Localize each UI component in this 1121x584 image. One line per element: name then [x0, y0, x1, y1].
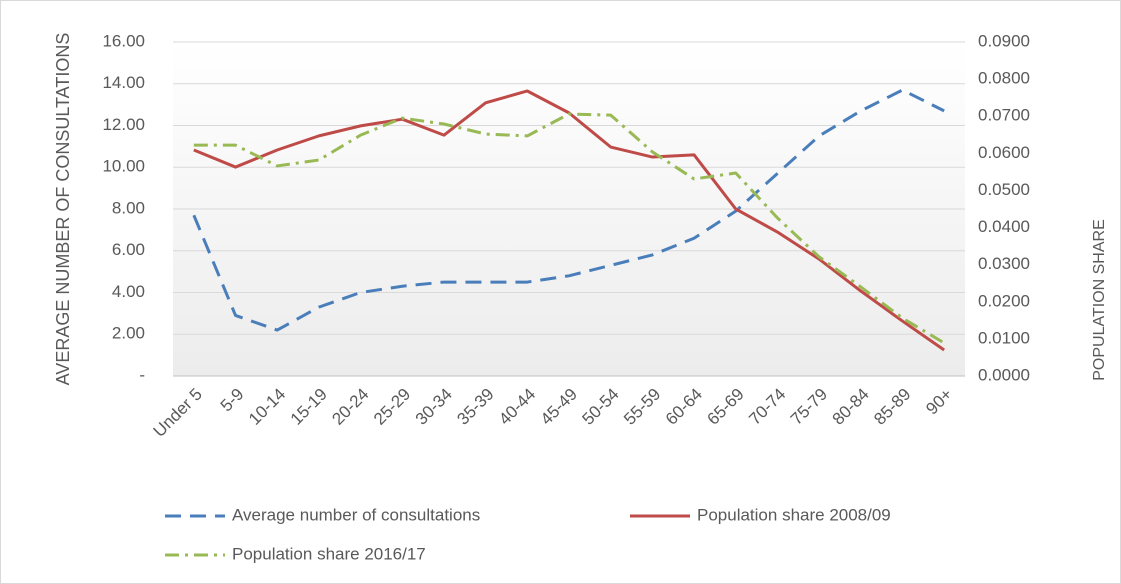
y2-tick-label: 0.0300	[978, 254, 1030, 273]
legend-label: Population share 2008/09	[697, 505, 891, 524]
y-tick-label: 14.00	[102, 73, 145, 92]
legend-label: Population share 2016/17	[232, 544, 426, 563]
series-line	[192, 88, 945, 332]
y-tick-label: 2.00	[112, 324, 145, 343]
y2-axis-title: POPULATION SHARE	[1091, 219, 1108, 381]
y2-tick-label: 0.0000	[978, 365, 1030, 384]
series-line	[193, 112, 945, 345]
y2-tick-label: 0.0400	[978, 217, 1030, 236]
y-tick-label: 8.00	[112, 198, 145, 217]
y-tick-label: -	[139, 365, 145, 384]
y-axis-title: AVERAGE NUMBER OF CONSULTATIONS	[53, 33, 73, 386]
y2-tick-label: 0.0800	[978, 69, 1030, 88]
y-tick-label: 10.00	[102, 157, 145, 176]
legend-label: Average number of consultations	[232, 505, 480, 524]
y-tick-label: 12.00	[102, 115, 145, 134]
y2-tick-label: 0.0500	[978, 180, 1030, 199]
y2-tick-label: 0.0700	[978, 106, 1030, 125]
y2-tick-label: 0.0200	[978, 291, 1030, 310]
y2-tick-label: 0.0100	[978, 328, 1030, 347]
y-tick-label: 16.00	[102, 31, 145, 50]
y-tick-label: 4.00	[112, 282, 145, 301]
y2-tick-label: 0.0900	[978, 31, 1030, 50]
y-tick-label: 6.00	[112, 240, 145, 259]
y2-tick-label: 0.0600	[978, 143, 1030, 162]
